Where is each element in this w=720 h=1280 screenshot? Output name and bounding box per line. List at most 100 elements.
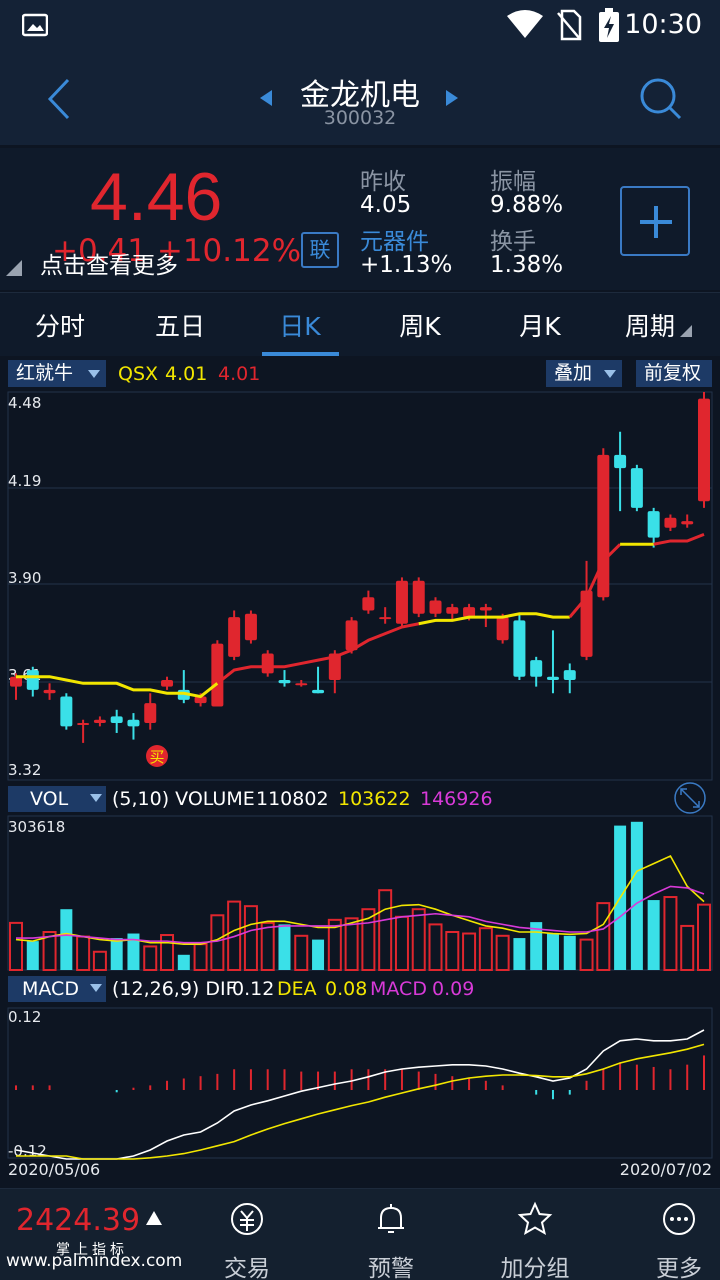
volume-bar xyxy=(42,931,57,971)
kline-chart[interactable]: 4.48 4.19 3.90 3.61 3.32 买 VOL (5,10) VO… xyxy=(0,390,720,1188)
volume-bar xyxy=(160,934,175,971)
view-more-link[interactable]: 点击查看更多 xyxy=(40,253,178,279)
volume-selector[interactable] xyxy=(8,786,106,812)
dropdown-caret-icon xyxy=(88,370,100,378)
macd-selector[interactable] xyxy=(8,976,106,1002)
dropdown-caret-icon xyxy=(90,984,102,992)
volume-bar xyxy=(60,909,73,970)
volume-bar xyxy=(394,915,409,971)
volume-ma5-value: 103622 xyxy=(338,788,411,810)
candle xyxy=(412,577,425,618)
qsx-label: QSX xyxy=(118,363,159,385)
volume-bar xyxy=(630,821,643,970)
macd-selector-label: MACD xyxy=(22,978,79,1000)
stat-value-prev-close: 4.05 xyxy=(360,192,412,218)
candle xyxy=(614,431,627,512)
volume-bar xyxy=(445,931,460,971)
stat-label-sector[interactable]: 元器件 xyxy=(360,229,429,255)
nav-trade-label: 交易 xyxy=(224,1256,270,1280)
index-value[interactable]: 2424.39 xyxy=(16,1203,141,1238)
stat-value-sector: +1.13% xyxy=(360,252,453,278)
volume-bar xyxy=(697,903,711,972)
candle xyxy=(395,577,408,628)
trade-icon xyxy=(231,1203,263,1235)
wifi-icon xyxy=(507,10,543,38)
candle xyxy=(698,392,710,508)
battery-charging-icon xyxy=(599,8,619,42)
candle xyxy=(345,617,358,654)
candle xyxy=(312,666,325,694)
tab-five-day[interactable]: 五日 xyxy=(154,312,205,341)
prev-stock-icon[interactable] xyxy=(258,88,274,108)
dropdown-caret-icon xyxy=(90,794,102,802)
candle xyxy=(244,610,257,644)
volume-header: VOL (5,10) VOLUME 110802 103622 146926 3… xyxy=(8,782,706,836)
qsx-red-segment xyxy=(216,622,420,685)
stat-label-prev-close: 昨收 xyxy=(360,169,406,195)
back-icon[interactable] xyxy=(44,78,74,120)
no-sim-icon xyxy=(557,9,582,41)
volume-bar xyxy=(327,918,342,972)
stat-label-turnover: 换手 xyxy=(490,229,536,255)
macd-histogram xyxy=(15,1055,705,1100)
period-dropdown-icon xyxy=(680,325,692,337)
volume-bar xyxy=(411,908,426,972)
tab-intraday[interactable]: 分时 xyxy=(34,312,85,341)
adjust-button[interactable]: 前复权 xyxy=(636,360,712,387)
candle xyxy=(496,613,509,644)
price-tick-1: 4.48 xyxy=(8,394,41,412)
up-arrow-icon xyxy=(146,1211,162,1225)
volume-bar xyxy=(227,900,242,972)
tab-period[interactable]: 周期 xyxy=(624,312,675,341)
tab-monthly-k[interactable]: 月K xyxy=(519,312,561,341)
bottom-nav: 2424.39 掌上指标 交易 预警 加分组 更多 www.palmindex.… xyxy=(0,1188,720,1280)
more-icon xyxy=(663,1203,695,1235)
search-icon[interactable] xyxy=(638,76,684,122)
candle xyxy=(43,683,56,700)
quote-panel: 4.46 +0.41 +10.12% 点击查看更多 联 昨收 4.05 振幅 9… xyxy=(0,148,720,290)
volume-series xyxy=(9,821,711,972)
volume-bar xyxy=(546,933,559,970)
start-date: 2020/05/06 xyxy=(8,1160,100,1179)
volume-max-label: 303618 xyxy=(8,818,65,836)
candle xyxy=(228,610,241,661)
candle xyxy=(93,716,106,727)
macd-bottom-label: -0.12 xyxy=(8,1142,47,1160)
candle xyxy=(60,693,73,730)
candle xyxy=(479,603,492,628)
chart-grid xyxy=(7,391,713,1159)
candle xyxy=(513,613,526,680)
candle xyxy=(177,670,190,704)
candle xyxy=(563,663,576,694)
lian-button[interactable]: 联 xyxy=(301,232,339,268)
add-watchlist-button[interactable] xyxy=(620,186,690,256)
volume-bar xyxy=(143,945,158,972)
candle xyxy=(144,693,157,730)
candle xyxy=(77,719,90,743)
qsx-red-segment xyxy=(653,532,705,546)
volume-bar xyxy=(513,938,526,970)
candlestick-series xyxy=(10,392,710,743)
tab-daily-k[interactable]: 日K xyxy=(279,312,321,341)
macd-value: 0.09 xyxy=(432,978,474,1000)
next-stock-icon[interactable] xyxy=(444,88,460,108)
indicator-selector-label: 红就牛 xyxy=(16,362,74,384)
dif-value: 0.12 xyxy=(232,978,274,1000)
volume-bar xyxy=(344,917,359,972)
qsx-yellow-value: 4.01 xyxy=(165,363,208,385)
tab-weekly-k[interactable]: 周K xyxy=(399,312,441,341)
clock: 10:30 xyxy=(624,9,702,40)
indicator-selector[interactable]: 红就牛 xyxy=(8,360,106,387)
volume-value: 110802 xyxy=(256,788,329,810)
candle xyxy=(546,630,559,694)
candle xyxy=(429,597,442,618)
volume-ma5-line xyxy=(15,854,705,945)
watermark: www.palmindex.com xyxy=(6,1251,183,1271)
volume-bar xyxy=(361,908,376,972)
volume-bar xyxy=(579,938,594,971)
corner-triangle-icon xyxy=(6,260,22,276)
expand-icon[interactable] xyxy=(674,782,706,814)
macd-top-label: 0.12 xyxy=(8,1008,41,1026)
volume-bar xyxy=(462,932,477,972)
overlay-button[interactable]: 叠加 xyxy=(546,360,622,387)
